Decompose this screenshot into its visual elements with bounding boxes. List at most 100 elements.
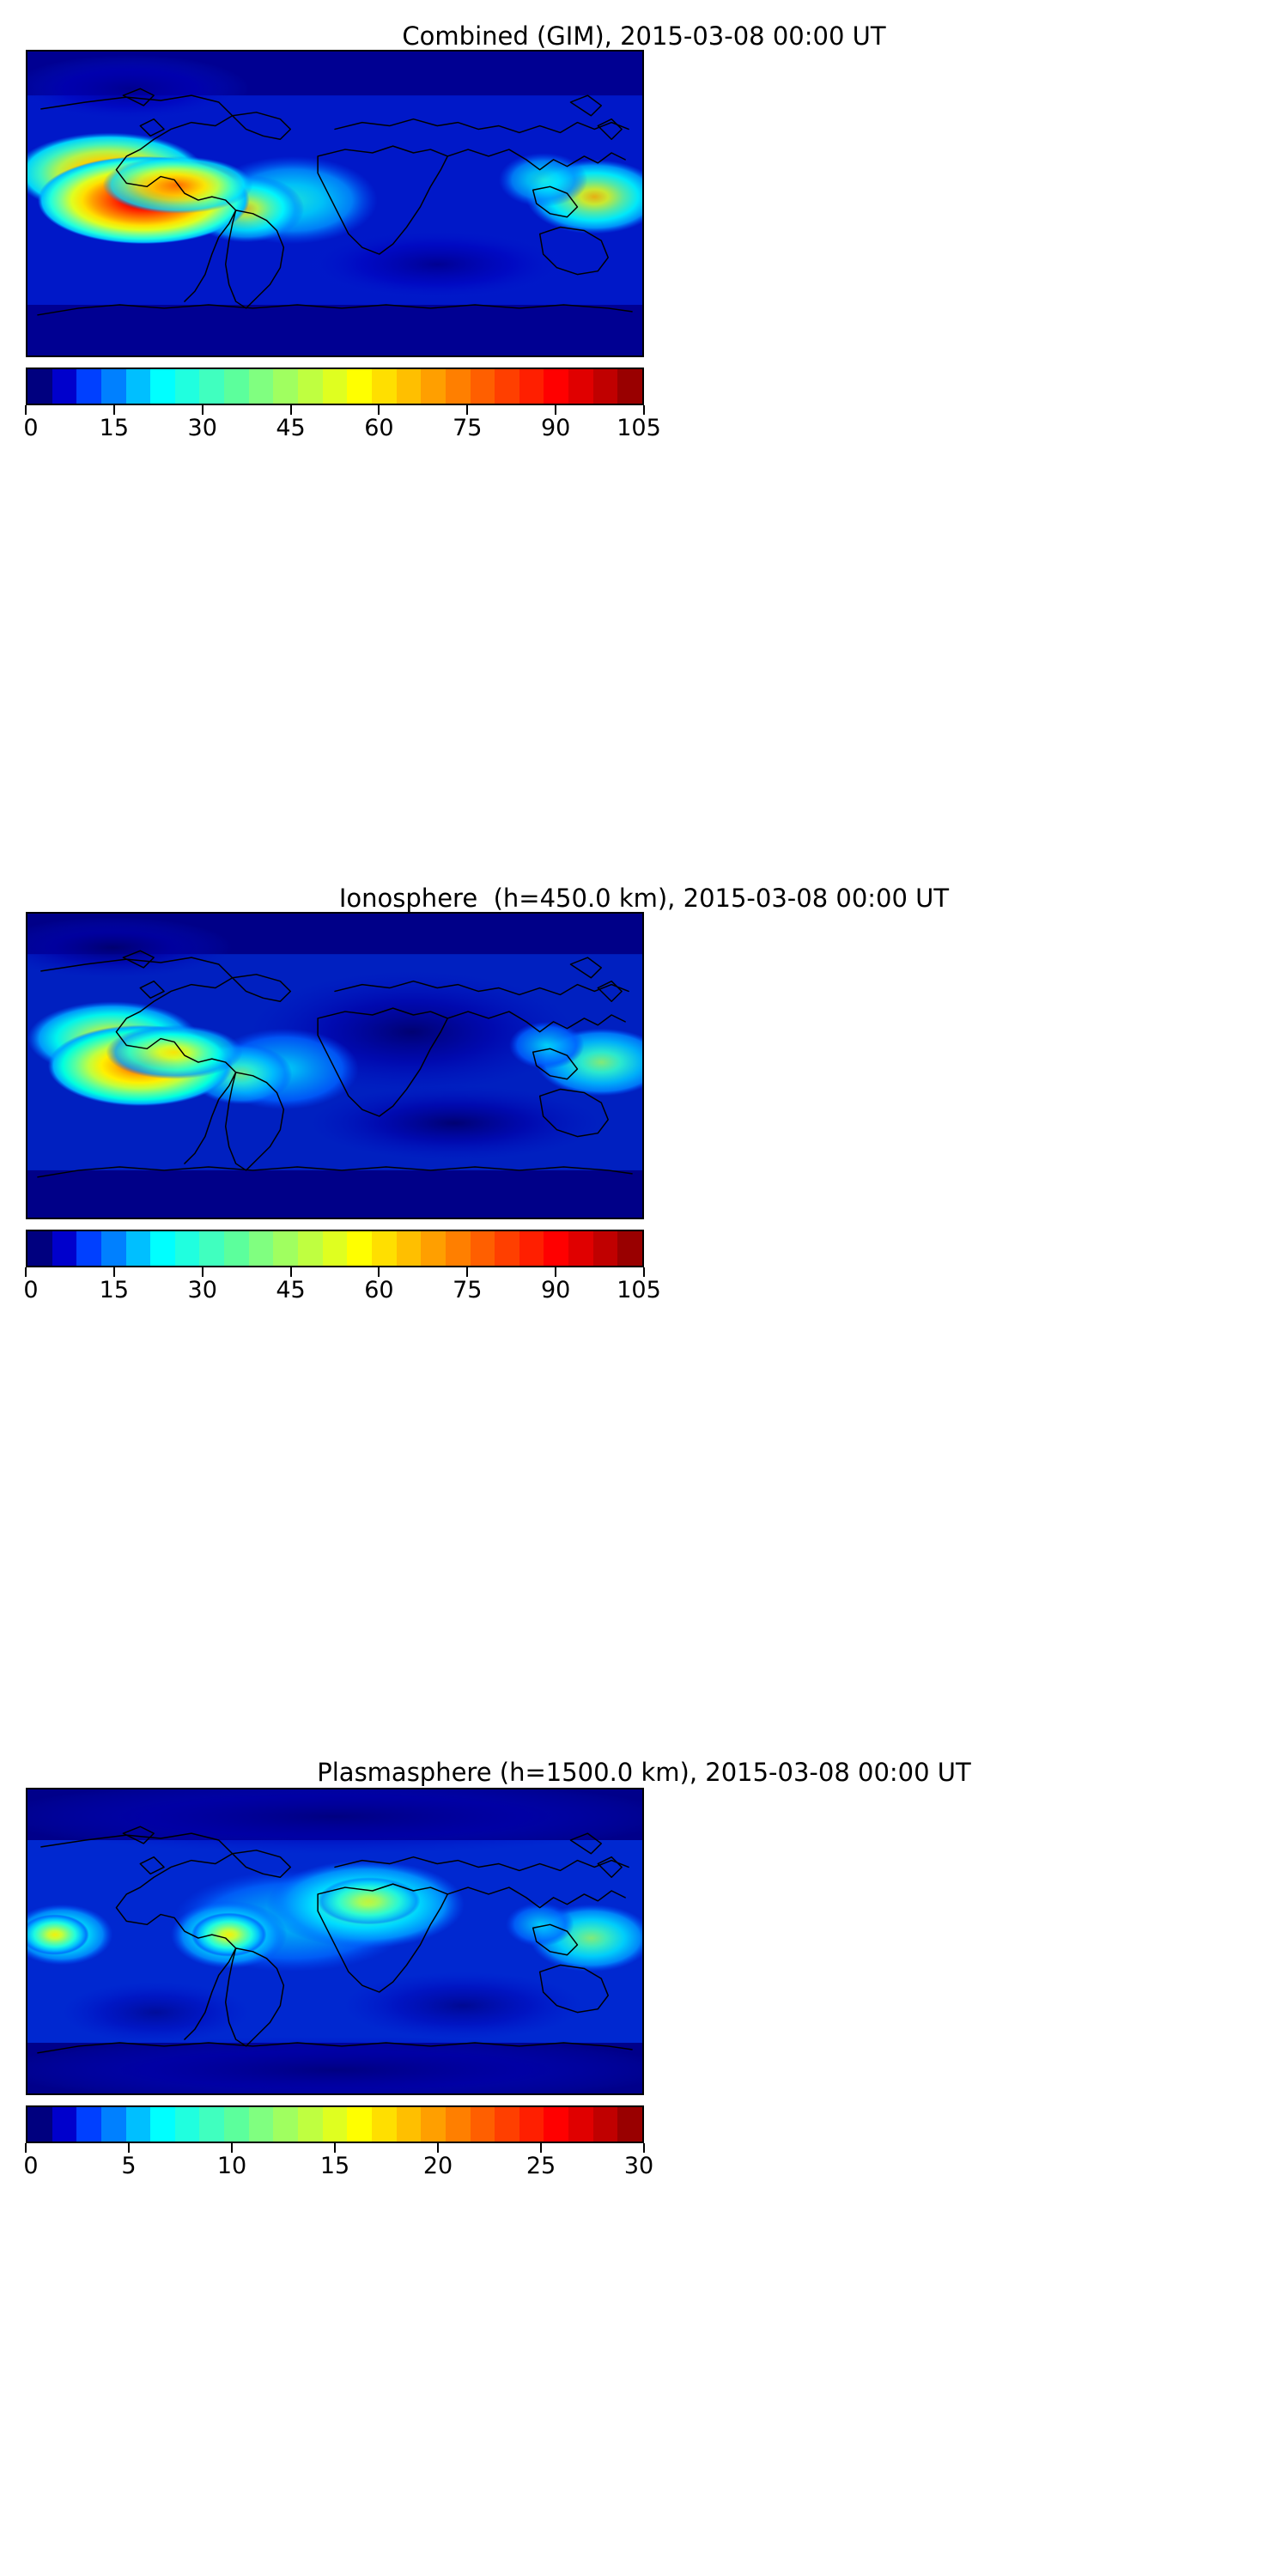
colorbar-swatch bbox=[174, 1231, 200, 1266]
colorbar-tick bbox=[643, 1267, 645, 1277]
colorbar-swatch bbox=[617, 1231, 643, 1266]
colorbar-tick-label: 30 bbox=[187, 1277, 217, 1303]
colorbar-swatch bbox=[592, 369, 618, 404]
colorbar-swatch bbox=[150, 369, 175, 404]
colorbar-tick bbox=[378, 1267, 380, 1277]
colorbar-tick-label: 15 bbox=[319, 2153, 350, 2179]
colorbar-swatch bbox=[248, 369, 274, 404]
colorbar-swatch bbox=[298, 369, 323, 404]
colorbar-swatch bbox=[396, 369, 422, 404]
colorbar-tick-label: 0 bbox=[23, 415, 39, 441]
colorbar-tick-label: 60 bbox=[364, 1277, 394, 1303]
colorbar-swatch bbox=[396, 2107, 422, 2142]
colorbar-swatch bbox=[568, 2107, 593, 2142]
colorbar-tick bbox=[643, 405, 645, 415]
colorbar-tick-label: 30 bbox=[187, 415, 217, 441]
colorbar-swatch bbox=[27, 1231, 52, 1266]
colorbar-swatch bbox=[617, 369, 643, 404]
colorbar-tick bbox=[25, 405, 27, 415]
colorbar-axis-combined-gim: 0 15 30 45 60 75 90 105 bbox=[23, 405, 661, 441]
colorbar-swatch bbox=[76, 369, 101, 404]
colorbar-tick bbox=[25, 1267, 27, 1277]
colorbar-swatch bbox=[568, 1231, 593, 1266]
colorbar-swatch bbox=[396, 1231, 422, 1266]
colorbar-tick-label: 90 bbox=[540, 1277, 571, 1303]
colorbar-swatch bbox=[519, 369, 544, 404]
colorbar-swatch bbox=[27, 2107, 52, 2142]
colorbar-tick-label: 90 bbox=[540, 415, 571, 441]
map-combined-gim bbox=[26, 50, 644, 357]
colorbar-swatch bbox=[100, 2107, 126, 2142]
panel-title-ionosphere-450: Ionosphere (h=450.0 km), 2015-03-08 00:0… bbox=[338, 884, 950, 913]
map-plasmasphere-1500 bbox=[26, 1788, 644, 2095]
colorbar-swatch bbox=[174, 369, 200, 404]
colorbar-tick-label: 75 bbox=[453, 1277, 483, 1303]
colorbar-swatch bbox=[27, 369, 52, 404]
colorbar-tick bbox=[231, 2143, 233, 2153]
colorbar-swatch bbox=[174, 2107, 200, 2142]
colorbar-plasmasphere-1500: 0 5 10 15 20 25 30 bbox=[23, 2105, 653, 2183]
panel-ionosphere-450: Ionosphere (h=450.0 km), 2015-03-08 00:0… bbox=[0, 859, 1288, 1717]
colorbar-swatch bbox=[371, 369, 397, 404]
colorbar-tick-label: 10 bbox=[216, 2153, 247, 2179]
colorbar-swatch bbox=[371, 1231, 397, 1266]
colorbar-tick bbox=[555, 405, 557, 415]
colorbar-tick-label: 60 bbox=[364, 415, 394, 441]
map-canvas-plasmasphere-1500 bbox=[27, 1789, 642, 2093]
colorbar-swatches-combined-gim bbox=[26, 368, 644, 405]
colorbar-tick-label: 5 bbox=[121, 2153, 137, 2179]
colorbar-swatch bbox=[76, 2107, 101, 2142]
colorbar-swatch bbox=[470, 2107, 495, 2142]
colorbar-swatch bbox=[100, 1231, 126, 1266]
colorbar-swatch bbox=[347, 369, 372, 404]
colorbar-swatches-ionosphere-450 bbox=[26, 1230, 644, 1267]
colorbar-swatch bbox=[273, 369, 299, 404]
panel-plasmasphere-1500: Plasmasphere (h=1500.0 km), 2015-03-08 0… bbox=[0, 1717, 1288, 2576]
colorbar-swatch bbox=[322, 369, 348, 404]
colorbar-swatch bbox=[617, 2107, 643, 2142]
panel-title-combined-gim: Combined (GIM), 2015-03-08 00:00 UT bbox=[402, 21, 886, 51]
colorbar-swatch bbox=[125, 369, 151, 404]
colorbar-tick bbox=[112, 1267, 115, 1277]
colorbar-tick bbox=[466, 405, 469, 415]
colorbar-swatch bbox=[298, 1231, 323, 1266]
colorbar-tick bbox=[555, 1267, 557, 1277]
colorbar-swatch bbox=[125, 1231, 151, 1266]
colorbar-axis-plasmasphere-1500: 0 5 10 15 20 25 30 bbox=[23, 2143, 653, 2179]
colorbar-swatch bbox=[273, 2107, 299, 2142]
colorbar-swatch bbox=[224, 2107, 249, 2142]
colorbar-tick bbox=[289, 1267, 292, 1277]
colorbar-swatch bbox=[445, 1231, 471, 1266]
colorbar-swatch bbox=[592, 1231, 618, 1266]
colorbar-swatch bbox=[298, 2107, 323, 2142]
colorbar-tick-label: 105 bbox=[617, 415, 661, 441]
colorbar-tick-label: 25 bbox=[526, 2153, 556, 2179]
colorbar-axis-ionosphere-450: 0 15 30 45 60 75 90 105 bbox=[23, 1267, 661, 1303]
colorbar-swatch bbox=[445, 369, 471, 404]
colorbar-tick bbox=[112, 405, 115, 415]
colorbar-swatch bbox=[470, 369, 495, 404]
colorbar-swatch bbox=[347, 2107, 372, 2142]
colorbar-swatch bbox=[519, 1231, 544, 1266]
colorbar-swatch bbox=[544, 1231, 569, 1266]
colorbar-swatch bbox=[519, 2107, 544, 2142]
colorbar-swatch bbox=[371, 2107, 397, 2142]
colorbar-swatch bbox=[100, 369, 126, 404]
colorbar-tick-label: 0 bbox=[23, 2153, 39, 2179]
colorbar-swatch bbox=[421, 2107, 446, 2142]
colorbar-tick bbox=[128, 2143, 130, 2153]
map-ionosphere-450 bbox=[26, 912, 644, 1219]
colorbar-swatch bbox=[592, 2107, 618, 2142]
colorbar-tick-label: 75 bbox=[453, 415, 483, 441]
colorbar-swatch bbox=[347, 1231, 372, 1266]
colorbar-tick-label: 45 bbox=[276, 1277, 306, 1303]
colorbar-swatch bbox=[568, 369, 593, 404]
panel-combined-gim: Combined (GIM), 2015-03-08 00:00 UT bbox=[0, 0, 1288, 859]
colorbar-tick-label: 15 bbox=[99, 1277, 130, 1303]
colorbar-swatch bbox=[52, 1231, 77, 1266]
colorbar-swatch bbox=[248, 1231, 274, 1266]
map-canvas-ionosphere-450 bbox=[27, 914, 642, 1218]
colorbar-swatch bbox=[199, 1231, 225, 1266]
colorbar-tick bbox=[201, 405, 204, 415]
